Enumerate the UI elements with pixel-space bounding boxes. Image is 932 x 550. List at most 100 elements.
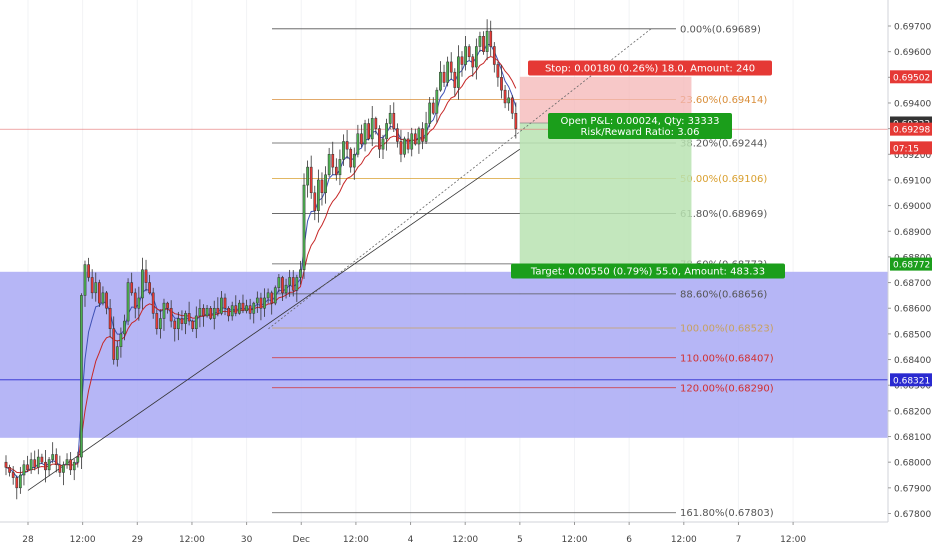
price-badge <box>890 122 932 136</box>
candle-bullish <box>51 454 55 460</box>
candle-bearish <box>396 128 399 142</box>
fib-level-label: 161.80%(0.67803) <box>680 508 774 519</box>
candle-bearish <box>500 77 503 91</box>
candle-bullish <box>47 459 51 471</box>
time-axis-background <box>0 522 932 550</box>
time-tick-label: 4 <box>408 535 414 545</box>
time-tick-label: 12:00 <box>452 535 478 545</box>
candle-bearish <box>15 477 19 489</box>
price-tick-label: 0.68100 <box>894 433 931 443</box>
candle-bullish <box>485 30 489 52</box>
candle-bearish <box>510 97 514 114</box>
trendline[interactable] <box>27 148 521 491</box>
candle-bullish <box>245 305 248 312</box>
target-label-text: Target: 0.00550 (0.79%) 55.0, Amount: 48… <box>530 267 765 278</box>
time-tick-label: 12:00 <box>343 535 369 545</box>
candle-bearish <box>421 128 424 142</box>
candle-bearish <box>331 154 335 168</box>
time-tick-label: 5 <box>517 535 523 545</box>
fib-level-label: 61.80%(0.68969) <box>680 209 767 220</box>
candle-bearish <box>26 464 29 471</box>
candle-bullish <box>119 333 123 347</box>
candle-bearish <box>105 292 108 309</box>
candle-bullish <box>263 297 266 309</box>
candle-bullish <box>381 138 385 150</box>
candle-bullish <box>356 133 360 155</box>
stop-label-text: Stop: 0.00180 (0.26%) 18.0, Amount: 240 <box>545 64 755 75</box>
candle-bearish <box>345 141 349 150</box>
candle-bullish <box>424 123 428 142</box>
candle-bearish <box>449 61 453 73</box>
price-tick-label: 0.68000 <box>894 459 931 469</box>
price-tick-label: 0.68200 <box>894 407 931 417</box>
price-tick-label: 0.69100 <box>894 176 931 186</box>
candle-bullish <box>327 154 331 176</box>
candle-bullish <box>36 456 40 468</box>
candle-bullish <box>478 36 482 47</box>
candle-bearish <box>169 307 173 322</box>
candle-bullish <box>324 174 327 194</box>
candle-bearish <box>130 282 134 294</box>
candle-bullish <box>435 89 439 114</box>
candle-bullish <box>464 46 467 65</box>
candle-bearish <box>460 56 464 65</box>
candle-bearish <box>44 461 47 471</box>
price-tick-label: 0.68900 <box>894 228 931 238</box>
candle-bearish <box>496 64 500 78</box>
candle-bearish <box>349 148 353 168</box>
candle-bearish <box>33 459 37 468</box>
time-tick-label: 12:00 <box>179 535 205 545</box>
candle-bearish <box>11 472 15 478</box>
price-axis[interactable]: 0.697000.696000.695000.694000.693000.692… <box>887 0 932 550</box>
candle-bearish <box>291 277 295 291</box>
candle-bearish <box>4 461 8 468</box>
price-tick-label: 0.68600 <box>894 305 931 315</box>
candle-bullish <box>252 302 256 314</box>
stop-label-box <box>528 60 772 76</box>
time-axis[interactable]: 28 12:00 29 12:00 30 Dec 12:00 4 12:00 5 12:00 6 12:… <box>0 521 932 550</box>
candle-bullish <box>205 307 209 317</box>
price-badge-label: 0.68772 <box>893 261 930 271</box>
pnl-label-text: Risk/Reward Ratio: 3.06 <box>580 127 699 138</box>
candle-bullish <box>474 46 478 68</box>
fib-level-label: 88.60%(0.68656) <box>680 289 767 300</box>
fib-trendline[interactable] <box>268 28 652 330</box>
demand-zone[interactable] <box>0 271 888 438</box>
time-tick-label: 30 <box>241 535 253 545</box>
candle-bullish <box>198 307 202 317</box>
candle-bullish <box>220 297 223 314</box>
candle-bullish <box>385 123 388 140</box>
candle-bullish <box>159 318 162 330</box>
candle-bearish <box>313 192 317 211</box>
candle-bearish <box>223 297 227 309</box>
position-labels: Stop: 0.00180 (0.26%) 18.0, Amount: 240 O… <box>511 60 785 279</box>
target-zone[interactable] <box>519 122 692 265</box>
time-tick-label: 7 <box>736 535 742 545</box>
candle-bullish <box>65 459 69 465</box>
candle-bearish <box>482 36 485 52</box>
candle-bullish <box>284 284 288 294</box>
candle-bullish <box>266 292 270 299</box>
trendlines[interactable] <box>27 28 652 491</box>
price-badge <box>890 141 932 155</box>
candle-bearish <box>492 46 496 65</box>
candle-bullish <box>342 141 345 160</box>
pnl-label-box <box>548 113 732 139</box>
candle-bullish <box>255 297 259 304</box>
candle-bullish <box>295 277 299 291</box>
candle-bearish <box>378 128 381 150</box>
candle-bearish <box>90 277 94 294</box>
candle-bearish <box>453 71 457 88</box>
candle-bearish <box>281 277 284 294</box>
time-tick-label: 12:00 <box>671 535 697 545</box>
candle-bearish <box>259 297 263 309</box>
zone-rectangle[interactable] <box>0 271 888 438</box>
fib-level-label: 38.20%(0.69244) <box>680 139 767 150</box>
candle-bearish <box>406 138 410 150</box>
price-tick-label: 0.69700 <box>894 23 931 33</box>
candle-bearish <box>166 302 169 309</box>
candle-bearish <box>320 179 324 194</box>
target-label-box <box>511 263 785 279</box>
candle-bullish <box>141 269 144 299</box>
